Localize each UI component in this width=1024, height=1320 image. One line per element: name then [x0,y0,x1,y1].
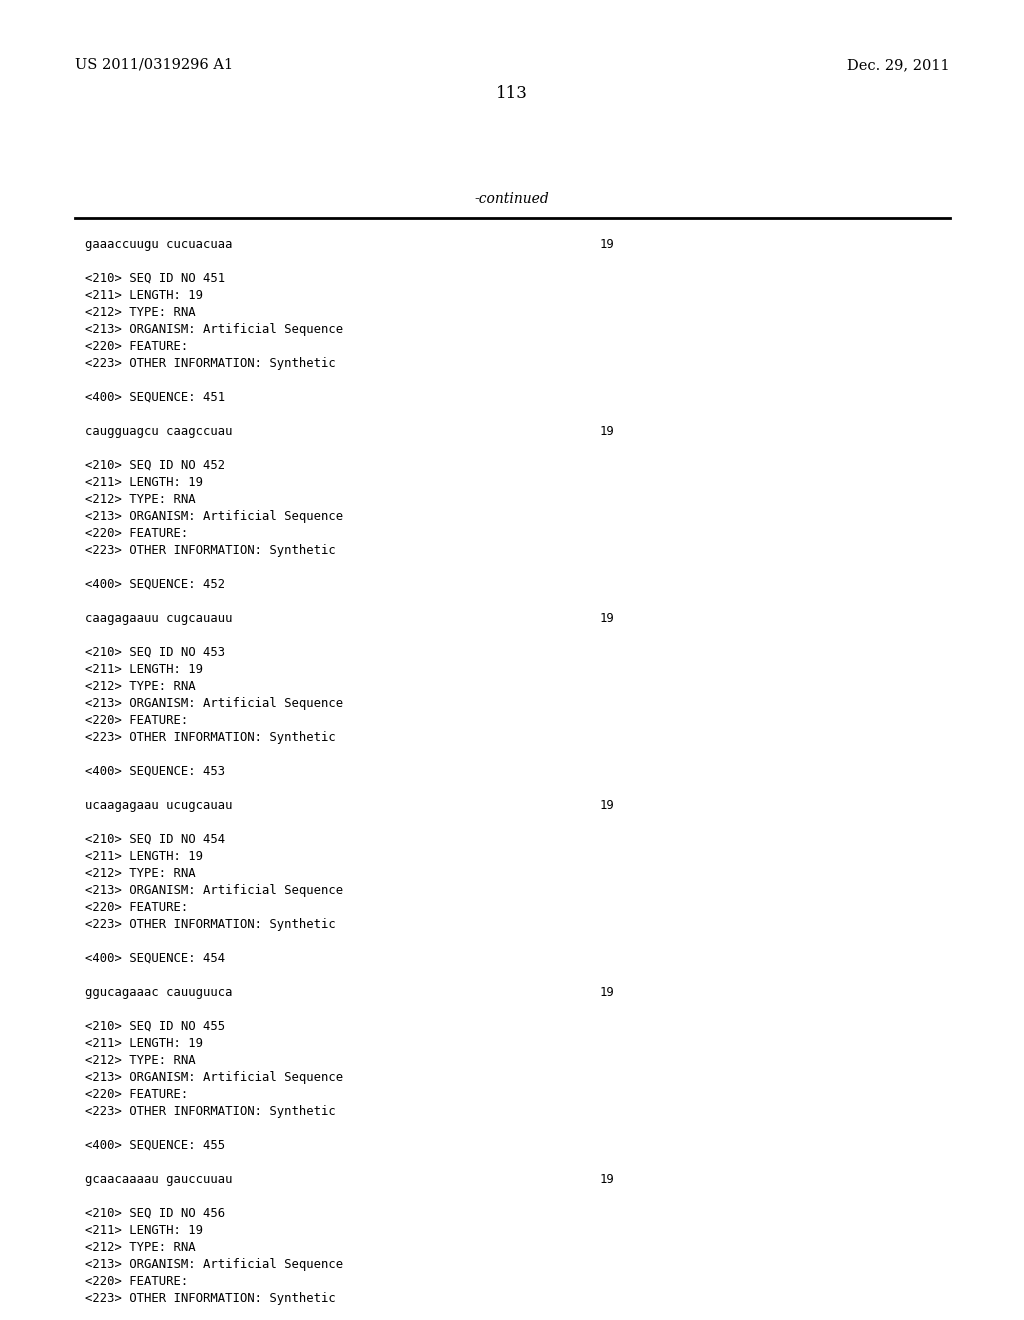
Text: gcaacaaaau gauccuuau: gcaacaaaau gauccuuau [85,1173,232,1185]
Text: <223> OTHER INFORMATION: Synthetic: <223> OTHER INFORMATION: Synthetic [85,544,336,557]
Text: 19: 19 [600,425,614,438]
Text: Dec. 29, 2011: Dec. 29, 2011 [848,58,950,73]
Text: 19: 19 [600,1173,614,1185]
Text: <213> ORGANISM: Artificial Sequence: <213> ORGANISM: Artificial Sequence [85,697,343,710]
Text: <213> ORGANISM: Artificial Sequence: <213> ORGANISM: Artificial Sequence [85,884,343,898]
Text: <223> OTHER INFORMATION: Synthetic: <223> OTHER INFORMATION: Synthetic [85,1105,336,1118]
Text: <210> SEQ ID NO 455: <210> SEQ ID NO 455 [85,1020,225,1034]
Text: 19: 19 [600,986,614,999]
Text: <220> FEATURE:: <220> FEATURE: [85,1088,188,1101]
Text: <212> TYPE: RNA: <212> TYPE: RNA [85,680,196,693]
Text: ggucagaaac cauuguuca: ggucagaaac cauuguuca [85,986,232,999]
Text: <400> SEQUENCE: 455: <400> SEQUENCE: 455 [85,1139,225,1152]
Text: <211> LENGTH: 19: <211> LENGTH: 19 [85,289,203,302]
Text: <213> ORGANISM: Artificial Sequence: <213> ORGANISM: Artificial Sequence [85,323,343,337]
Text: <223> OTHER INFORMATION: Synthetic: <223> OTHER INFORMATION: Synthetic [85,356,336,370]
Text: 19: 19 [600,612,614,624]
Text: <223> OTHER INFORMATION: Synthetic: <223> OTHER INFORMATION: Synthetic [85,731,336,744]
Text: <220> FEATURE:: <220> FEATURE: [85,341,188,352]
Text: <400> SEQUENCE: 451: <400> SEQUENCE: 451 [85,391,225,404]
Text: ucaagagaau ucugcauau: ucaagagaau ucugcauau [85,799,232,812]
Text: <212> TYPE: RNA: <212> TYPE: RNA [85,492,196,506]
Text: caugguagcu caagccuau: caugguagcu caagccuau [85,425,232,438]
Text: <220> FEATURE:: <220> FEATURE: [85,714,188,727]
Text: gaaaccuugu cucuacuaa: gaaaccuugu cucuacuaa [85,238,232,251]
Text: <220> FEATURE:: <220> FEATURE: [85,1275,188,1288]
Text: <210> SEQ ID NO 454: <210> SEQ ID NO 454 [85,833,225,846]
Text: <223> OTHER INFORMATION: Synthetic: <223> OTHER INFORMATION: Synthetic [85,1292,336,1305]
Text: <210> SEQ ID NO 453: <210> SEQ ID NO 453 [85,645,225,659]
Text: <212> TYPE: RNA: <212> TYPE: RNA [85,306,196,319]
Text: <400> SEQUENCE: 453: <400> SEQUENCE: 453 [85,766,225,777]
Text: <211> LENGTH: 19: <211> LENGTH: 19 [85,1038,203,1049]
Text: <211> LENGTH: 19: <211> LENGTH: 19 [85,477,203,488]
Text: <213> ORGANISM: Artificial Sequence: <213> ORGANISM: Artificial Sequence [85,510,343,523]
Text: <211> LENGTH: 19: <211> LENGTH: 19 [85,1224,203,1237]
Text: <400> SEQUENCE: 454: <400> SEQUENCE: 454 [85,952,225,965]
Text: 113: 113 [496,84,528,102]
Text: 19: 19 [600,238,614,251]
Text: <212> TYPE: RNA: <212> TYPE: RNA [85,1241,196,1254]
Text: <213> ORGANISM: Artificial Sequence: <213> ORGANISM: Artificial Sequence [85,1071,343,1084]
Text: <212> TYPE: RNA: <212> TYPE: RNA [85,867,196,880]
Text: <212> TYPE: RNA: <212> TYPE: RNA [85,1053,196,1067]
Text: <213> ORGANISM: Artificial Sequence: <213> ORGANISM: Artificial Sequence [85,1258,343,1271]
Text: <210> SEQ ID NO 452: <210> SEQ ID NO 452 [85,459,225,473]
Text: <220> FEATURE:: <220> FEATURE: [85,527,188,540]
Text: 19: 19 [600,799,614,812]
Text: <211> LENGTH: 19: <211> LENGTH: 19 [85,663,203,676]
Text: <223> OTHER INFORMATION: Synthetic: <223> OTHER INFORMATION: Synthetic [85,917,336,931]
Text: <400> SEQUENCE: 452: <400> SEQUENCE: 452 [85,578,225,591]
Text: <220> FEATURE:: <220> FEATURE: [85,902,188,913]
Text: US 2011/0319296 A1: US 2011/0319296 A1 [75,58,233,73]
Text: <210> SEQ ID NO 456: <210> SEQ ID NO 456 [85,1206,225,1220]
Text: <210> SEQ ID NO 451: <210> SEQ ID NO 451 [85,272,225,285]
Text: -continued: -continued [475,191,549,206]
Text: <211> LENGTH: 19: <211> LENGTH: 19 [85,850,203,863]
Text: caagagaauu cugcauauu: caagagaauu cugcauauu [85,612,232,624]
